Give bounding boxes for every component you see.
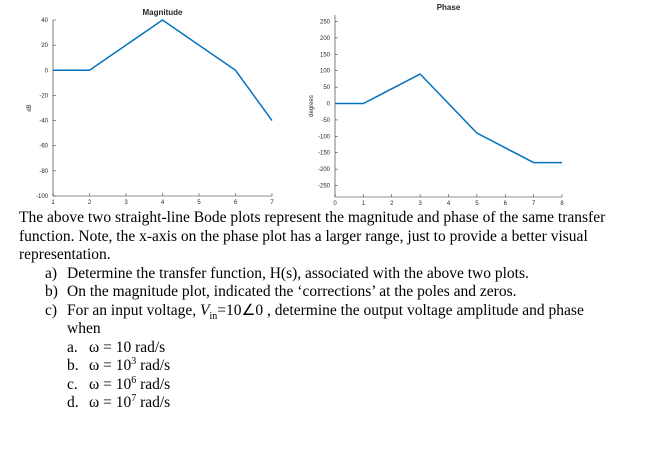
text: , determine the output voltage amplitude…	[67, 301, 584, 338]
y-tick-label: 40	[41, 18, 48, 24]
x-tick-label: 3	[124, 200, 128, 205]
y-tick-label: -40	[39, 119, 48, 125]
y-tick-label: -150	[318, 151, 331, 157]
charts: -100-80-60-40-20020401234567Magnitudelog…	[27, 3, 564, 215]
item: a) Determine the transfer function, H(s),…	[45, 265, 619, 284]
subitem: c. ω = 106 rad/s	[67, 374, 619, 395]
subitem: a. ω = 10 rad/s	[67, 339, 619, 358]
plot-area	[335, 15, 562, 197]
y-tick-label: 50	[323, 85, 330, 91]
y-tick-label: -60	[39, 144, 48, 150]
symbol: V	[200, 301, 210, 319]
intro: The above two straight-line Bode plots r…	[19, 209, 606, 263]
y-tick-label: 20	[41, 43, 48, 49]
base: ω = 10	[89, 338, 132, 356]
marker: b)	[45, 283, 58, 300]
y-axis-label: dB	[27, 104, 33, 111]
unit: rad/s	[131, 338, 166, 356]
x-tick-label: 4	[161, 200, 165, 205]
exponent: 3	[131, 355, 137, 367]
item-text: Determine the transfer function, H(s), a…	[67, 264, 529, 282]
subitem-text: ω = 106 rad/s	[89, 374, 171, 395]
unit: rad/s	[136, 357, 171, 374]
y-axis-label: degrees	[309, 95, 315, 117]
base: ω = 10	[89, 375, 132, 393]
marker: a)	[45, 264, 58, 282]
x-tick-label: 2	[390, 201, 394, 205]
y-tick-label: -250	[318, 184, 331, 190]
exponent: 6	[131, 374, 137, 386]
x-tick-label: 1	[51, 200, 55, 205]
subitem-text: ω = 103 rad/s	[89, 355, 171, 376]
chart-title: Magnitude	[143, 8, 184, 17]
subitem-text: ω = 107 rad/s	[89, 392, 171, 413]
base: ω = 10	[89, 394, 132, 411]
item-text: For an input voltage, Vin=10∠0 , determi…	[67, 302, 619, 339]
marker: b.	[67, 357, 79, 374]
x-tick-label: 5	[197, 200, 201, 205]
y-tick-label: -80	[39, 169, 48, 175]
question: The above two straight-line Bode plots r…	[19, 209, 619, 413]
y-tick-label: 250	[320, 20, 331, 26]
x-tick-label: 4	[447, 201, 451, 205]
marker: a.	[67, 338, 78, 356]
y-tick-label: 100	[320, 69, 331, 75]
exponent: 7	[131, 392, 137, 404]
base: ω = 10	[89, 357, 132, 374]
y-tick-label: -20	[39, 93, 48, 99]
x-tick-label: 6	[504, 201, 508, 205]
x-tick-label: 6	[234, 200, 238, 205]
x-tick-label: 7	[532, 201, 536, 205]
x-tick-label: 3	[418, 201, 422, 205]
item-text: On the magnitude plot, indicated the ‘co…	[67, 283, 517, 300]
x-tick-label: 7	[270, 200, 274, 205]
marker: c)	[45, 301, 58, 319]
y-tick-label: 150	[320, 52, 331, 58]
subscript: in	[209, 310, 218, 322]
y-tick-label: 0	[327, 102, 331, 108]
subitem: b. ω = 103 rad/s	[67, 355, 619, 376]
expression: =10∠0	[217, 301, 264, 319]
y-tick-label: 200	[320, 36, 331, 42]
series-line	[335, 73, 562, 164]
subitems: a. ω = 10 rad/s b. ω = 103 rad/s c. ω = 106 r…	[19, 339, 619, 413]
marker: d.	[67, 394, 79, 411]
x-tick-label: 2	[88, 200, 92, 205]
x-tick-label: 1	[362, 201, 366, 205]
chart-title: Phase	[437, 3, 461, 12]
y-tick-label: -200	[318, 167, 331, 173]
y-tick-label: -100	[36, 194, 49, 200]
y-tick-label: -50	[321, 118, 330, 124]
x-tick-label: 5	[475, 201, 479, 205]
series-line	[53, 19, 273, 122]
x-tick-label: 0	[333, 201, 337, 205]
marker: c.	[67, 375, 78, 393]
plot-area	[53, 20, 272, 196]
y-tick-label: -100	[318, 134, 331, 140]
y-tick-label: 0	[45, 68, 49, 74]
item: b) On the magnitude plot, indicated the ‘…	[45, 283, 619, 302]
unit: rad/s	[136, 394, 171, 411]
unit: rad/s	[136, 375, 171, 393]
x-tick-label: 8	[560, 201, 564, 205]
subitem: d. ω = 107 rad/s	[67, 392, 619, 413]
subitem-text: ω = 10 rad/s	[89, 339, 165, 358]
text: For an input voltage,	[67, 301, 201, 319]
item: c) For an input voltage, Vin=10∠0 , deter…	[45, 302, 619, 339]
